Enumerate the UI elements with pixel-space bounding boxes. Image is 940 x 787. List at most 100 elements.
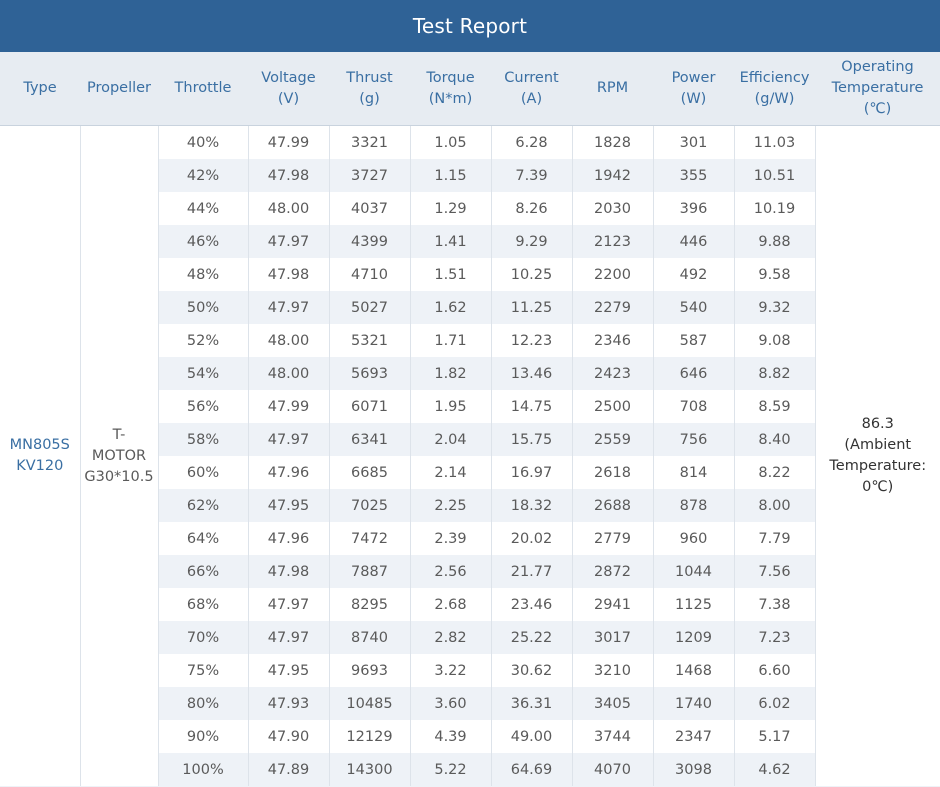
torque-cell: 1.51: [410, 258, 492, 291]
throttle-cell: 70%: [158, 621, 249, 654]
voltage-cell: 48.00: [248, 192, 330, 225]
column-header-thrust: Thrust (g): [329, 52, 410, 126]
efficiency-cell: 8.22: [734, 456, 816, 489]
throttle-cell: 56%: [158, 390, 249, 423]
torque-cell: 1.71: [410, 324, 492, 357]
table-row: 75% 47.95 9693 3.22 30.62 3210 1468 6.60: [0, 654, 940, 687]
torque-cell: 5.22: [410, 753, 492, 786]
column-header-operating-temperature: Operating Temperature (℃): [815, 52, 940, 126]
column-header-propeller: Propeller: [80, 52, 158, 126]
power-cell: 960: [653, 522, 735, 555]
table-row: 48% 47.98 4710 1.51 10.25 2200 492 9.58: [0, 258, 940, 291]
column-header-torque: Torque (N*m): [410, 52, 491, 126]
thrust-cell: 5693: [329, 357, 411, 390]
throttle-cell: 44%: [158, 192, 249, 225]
power-cell: 814: [653, 456, 735, 489]
torque-cell: 1.82: [410, 357, 492, 390]
torque-cell: 1.15: [410, 159, 492, 192]
efficiency-cell: 7.56: [734, 555, 816, 588]
throttle-cell: 90%: [158, 720, 249, 753]
throttle-cell: 66%: [158, 555, 249, 588]
voltage-cell: 47.89: [248, 753, 330, 786]
power-cell: 301: [653, 125, 735, 159]
thrust-cell: 8740: [329, 621, 411, 654]
power-cell: 756: [653, 423, 735, 456]
thrust-cell: 4399: [329, 225, 411, 258]
power-cell: 492: [653, 258, 735, 291]
voltage-cell: 47.96: [248, 522, 330, 555]
torque-cell: 4.39: [410, 720, 492, 753]
current-cell: 16.97: [491, 456, 573, 489]
torque-cell: 3.60: [410, 687, 492, 720]
efficiency-cell: 9.08: [734, 324, 816, 357]
thrust-cell: 5321: [329, 324, 411, 357]
efficiency-cell: 8.00: [734, 489, 816, 522]
throttle-cell: 62%: [158, 489, 249, 522]
operating-temperature-cell: 86.3 (Ambient Temperature: 0℃): [815, 125, 940, 786]
torque-cell: 2.82: [410, 621, 492, 654]
torque-cell: 1.41: [410, 225, 492, 258]
column-header-efficiency: Efficiency (g/W): [734, 52, 815, 126]
thrust-cell: 10485: [329, 687, 411, 720]
voltage-cell: 47.97: [248, 423, 330, 456]
rpm-cell: 4070: [572, 753, 654, 786]
voltage-cell: 47.97: [248, 225, 330, 258]
power-cell: 446: [653, 225, 735, 258]
throttle-cell: 46%: [158, 225, 249, 258]
thrust-cell: 8295: [329, 588, 411, 621]
power-cell: 587: [653, 324, 735, 357]
thrust-cell: 9693: [329, 654, 411, 687]
table-body: MN805S KV120 T- MOTOR G30*10.5 40% 47.99 332…: [0, 125, 940, 786]
efficiency-cell: 7.79: [734, 522, 816, 555]
current-cell: 13.46: [491, 357, 573, 390]
throttle-cell: 52%: [158, 324, 249, 357]
efficiency-cell: 7.38: [734, 588, 816, 621]
table-row: 46% 47.97 4399 1.41 9.29 2123 446 9.88: [0, 225, 940, 258]
torque-cell: 2.39: [410, 522, 492, 555]
throttle-cell: 40%: [158, 125, 249, 159]
rpm-cell: 2279: [572, 291, 654, 324]
power-cell: 3098: [653, 753, 735, 786]
table-header-row: Type Propeller Throttle Voltage (V) Thru…: [0, 52, 940, 126]
rpm-cell: 3210: [572, 654, 654, 687]
current-cell: 36.31: [491, 687, 573, 720]
table-row: 50% 47.97 5027 1.62 11.25 2279 540 9.32: [0, 291, 940, 324]
column-header-power: Power (W): [653, 52, 734, 126]
torque-cell: 1.95: [410, 390, 492, 423]
table-row: 80% 47.93 10485 3.60 36.31 3405 1740 6.02: [0, 687, 940, 720]
throttle-cell: 42%: [158, 159, 249, 192]
current-cell: 10.25: [491, 258, 573, 291]
efficiency-cell: 4.62: [734, 753, 816, 786]
table-row: 44% 48.00 4037 1.29 8.26 2030 396 10.19: [0, 192, 940, 225]
throttle-cell: 58%: [158, 423, 249, 456]
throttle-cell: 80%: [158, 687, 249, 720]
rpm-cell: 1942: [572, 159, 654, 192]
current-cell: 64.69: [491, 753, 573, 786]
rpm-cell: 2941: [572, 588, 654, 621]
thrust-cell: 6071: [329, 390, 411, 423]
voltage-cell: 47.96: [248, 456, 330, 489]
rpm-cell: 1828: [572, 125, 654, 159]
table-row: 58% 47.97 6341 2.04 15.75 2559 756 8.40: [0, 423, 940, 456]
thrust-cell: 3321: [329, 125, 411, 159]
current-cell: 25.22: [491, 621, 573, 654]
current-cell: 49.00: [491, 720, 573, 753]
rpm-cell: 2559: [572, 423, 654, 456]
throttle-cell: 50%: [158, 291, 249, 324]
rpm-cell: 2618: [572, 456, 654, 489]
table-row: 66% 47.98 7887 2.56 21.77 2872 1044 7.56: [0, 555, 940, 588]
efficiency-cell: 8.82: [734, 357, 816, 390]
rpm-cell: 3405: [572, 687, 654, 720]
rpm-cell: 3744: [572, 720, 654, 753]
throttle-cell: 48%: [158, 258, 249, 291]
table-row: 54% 48.00 5693 1.82 13.46 2423 646 8.82: [0, 357, 940, 390]
efficiency-cell: 5.17: [734, 720, 816, 753]
power-cell: 355: [653, 159, 735, 192]
voltage-cell: 47.99: [248, 390, 330, 423]
current-cell: 30.62: [491, 654, 573, 687]
voltage-cell: 47.95: [248, 489, 330, 522]
thrust-cell: 4710: [329, 258, 411, 291]
torque-cell: 2.68: [410, 588, 492, 621]
table-row: 60% 47.96 6685 2.14 16.97 2618 814 8.22: [0, 456, 940, 489]
voltage-cell: 47.97: [248, 588, 330, 621]
